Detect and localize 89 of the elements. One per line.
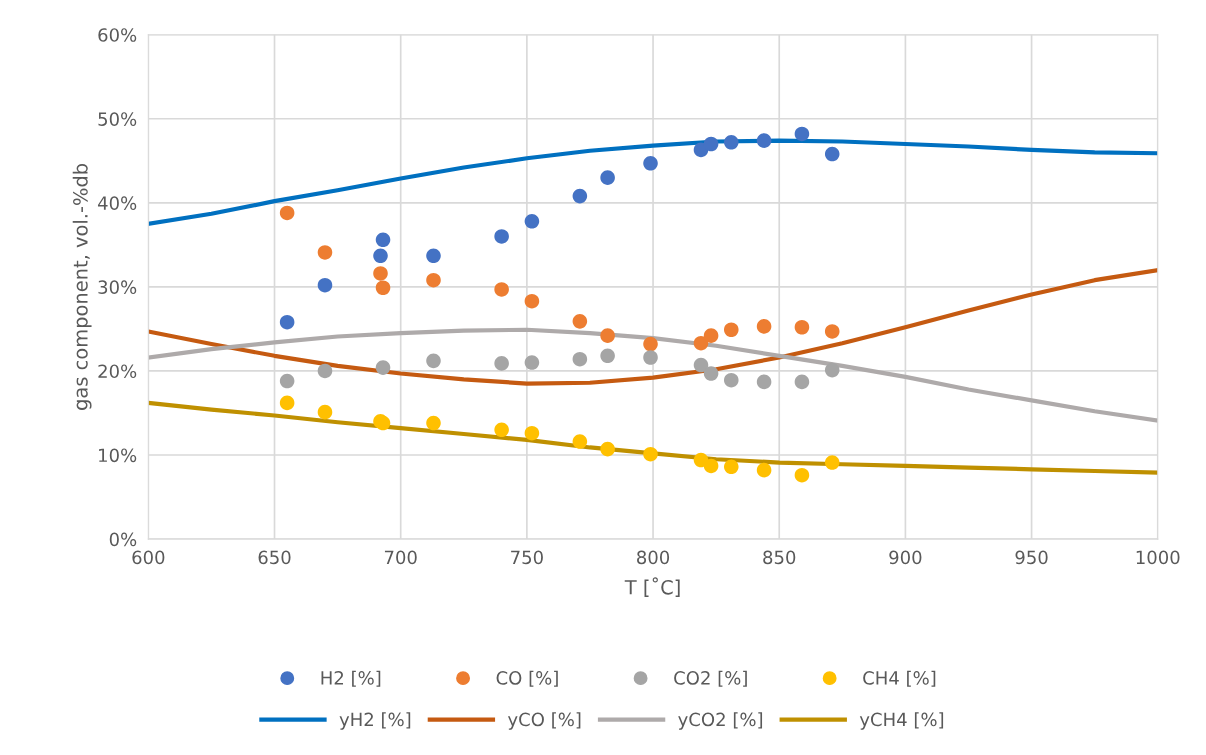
point (794, 319, 810, 335)
line-series (148, 138, 1158, 226)
point (643, 350, 658, 365)
point (643, 156, 658, 171)
point (373, 248, 388, 264)
point (703, 366, 719, 381)
legend-label: yCO2 [%] (678, 712, 763, 730)
legend-label: CO2 [%] (674, 670, 747, 687)
point (643, 336, 658, 352)
point (703, 328, 719, 343)
point (824, 455, 840, 470)
point (572, 351, 588, 367)
point (824, 362, 840, 378)
point (494, 422, 509, 438)
legend-label: H2 [%] (321, 670, 381, 687)
point (643, 446, 658, 462)
point (724, 135, 739, 150)
point (703, 458, 719, 474)
point (572, 188, 588, 204)
point (756, 319, 772, 334)
legend-label: CO [%] (496, 670, 558, 687)
x-tick-label: 900 (889, 550, 922, 565)
point (373, 266, 388, 281)
point (317, 245, 333, 260)
point (572, 314, 588, 329)
point (524, 425, 540, 441)
point (600, 348, 615, 364)
point (703, 136, 719, 152)
point (794, 467, 810, 483)
legend-label: yH2 [%] (339, 712, 411, 730)
point (756, 133, 772, 148)
line-series (148, 327, 1158, 423)
point (824, 324, 840, 339)
legend-label: CH4 [%] (863, 670, 936, 687)
point (572, 434, 588, 449)
line-series (148, 268, 1158, 386)
point (524, 355, 540, 370)
point (693, 357, 709, 373)
point (279, 395, 295, 411)
point (317, 404, 333, 420)
point (524, 293, 540, 309)
point (426, 415, 441, 431)
y-tick-label: 0% (109, 532, 137, 547)
line-series (148, 400, 1158, 475)
point (756, 374, 772, 390)
point (794, 374, 810, 390)
legend-label: yCO [%] (507, 712, 581, 730)
y-tick-label: 40% (97, 196, 137, 210)
point (279, 373, 295, 389)
point (375, 280, 391, 296)
point (724, 459, 739, 475)
point (426, 353, 441, 369)
y-tick-label: 30% (98, 280, 137, 295)
x-tick-label: 750 (511, 550, 543, 565)
point (724, 372, 739, 388)
point (317, 277, 333, 293)
y-axis-title: gas component, vol.-%db (72, 163, 92, 410)
point (794, 126, 810, 142)
x-tick-label: 1000 (1136, 550, 1180, 565)
x-tick-label: 950 (1015, 550, 1048, 565)
point (426, 272, 441, 288)
x-tick-label: 650 (258, 550, 291, 565)
point (756, 462, 772, 478)
x-tick-label: 850 (763, 550, 796, 565)
point (375, 232, 391, 248)
y-tick-label: 20% (98, 364, 137, 379)
point (693, 335, 709, 351)
point (600, 170, 615, 185)
y-tick-label: 10% (99, 448, 137, 463)
point (600, 441, 615, 457)
point (279, 205, 295, 221)
point (494, 282, 509, 297)
x-tick-label: 700 (384, 550, 417, 565)
y-tick-label: 50% (98, 112, 137, 126)
point (824, 146, 840, 162)
x-tick-label: 800 (637, 550, 670, 565)
point (279, 314, 295, 330)
point (426, 248, 441, 264)
legend-label: yCH4 [%] (859, 712, 944, 730)
point (524, 214, 540, 229)
point (494, 229, 509, 244)
y-tick-label: 60% (98, 28, 137, 42)
point (724, 322, 739, 338)
x-axis-title: T [˚C] (624, 577, 680, 597)
x-tick-label: 600 (132, 550, 165, 565)
point (600, 328, 615, 343)
point (375, 360, 391, 375)
point (494, 356, 509, 371)
point (317, 363, 333, 379)
